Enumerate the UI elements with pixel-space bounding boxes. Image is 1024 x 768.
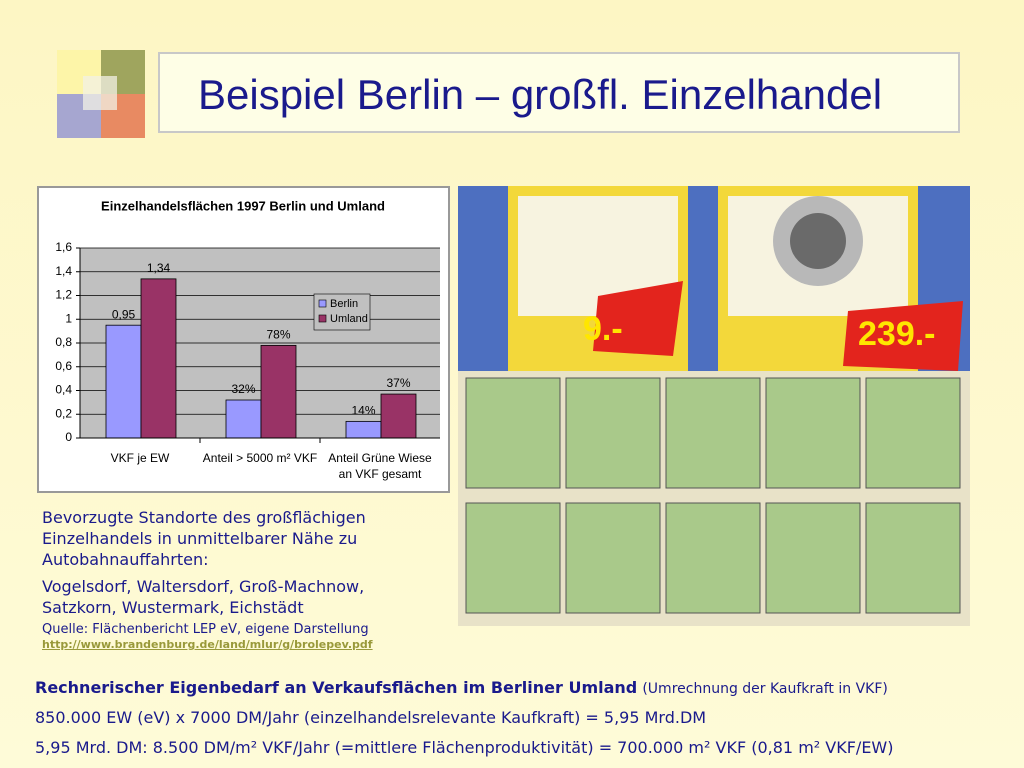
chart-title: Einzelhandelsflächen 1997 Berlin und Uml… xyxy=(101,198,385,213)
calc-line: 5,95 Mrd. DM: 8.500 DM/m² VKF/Jahr (=mit… xyxy=(35,738,894,757)
data-label: 0,95 xyxy=(112,307,136,321)
y-tick-label: 0,4 xyxy=(55,383,72,397)
map-tile xyxy=(665,377,761,489)
legend-label: Umland xyxy=(330,313,368,325)
bottom-heading: Rechnerischer Eigenbedarf an Verkaufsflä… xyxy=(35,678,888,697)
bar xyxy=(380,393,417,439)
data-label: 78% xyxy=(266,328,290,342)
legend-label: Berlin xyxy=(330,298,358,310)
link[interactable]: http://www.brandenburg.de/land/mlur/g/br… xyxy=(42,638,373,651)
bar xyxy=(225,399,262,439)
source: Quelle: Flächenbericht LEP eV, eigene Da… xyxy=(42,622,369,637)
price-tag: 9.- xyxy=(583,310,623,348)
y-tick-label: 0,6 xyxy=(55,359,72,373)
legend-swatch xyxy=(318,299,327,308)
map-tile xyxy=(465,377,561,489)
y-tick-label: 1,2 xyxy=(55,288,72,302)
bar xyxy=(345,420,382,439)
chart: Einzelhandelsflächen 1997 Berlin und Uml… xyxy=(55,198,440,444)
calc-line: 850.000 EW (eV) x 7000 DM/Jahr (einzelha… xyxy=(35,708,707,727)
logo xyxy=(57,50,145,138)
map-tile xyxy=(865,377,961,489)
chart-box: Einzelhandelsflächen 1997 Berlin und Uml… xyxy=(37,186,450,493)
map-tile xyxy=(465,502,561,614)
x-tick-label: Anteil Grüne Wiese an VKF gesamt xyxy=(328,451,432,481)
data-label: 32% xyxy=(231,382,255,396)
y-tick-label: 0,2 xyxy=(55,406,72,420)
y-tick-label: 1 xyxy=(65,311,72,325)
photo: 9.- 239.- xyxy=(458,186,970,626)
map-tile xyxy=(765,377,861,489)
paragraph: Bevorzugte Standorte des großflächigen E… xyxy=(42,508,366,569)
heading: Rechnerischer Eigenbedarf an Verkaufsflä… xyxy=(35,678,638,697)
bar xyxy=(140,278,177,439)
bar xyxy=(105,324,142,439)
data-label: 14% xyxy=(351,404,375,418)
map-tile xyxy=(865,502,961,614)
data-label: 37% xyxy=(386,376,410,390)
price-tag: 239.- xyxy=(858,315,936,353)
map-tile xyxy=(565,502,661,614)
legend-swatch xyxy=(318,314,327,323)
map-tile xyxy=(565,377,661,489)
y-tick-label: 1,4 xyxy=(55,264,72,278)
y-tick-label: 0 xyxy=(65,430,72,444)
map-tile xyxy=(665,502,761,614)
x-tick-label: Anteil > 5000 m² VKF xyxy=(202,451,318,465)
data-label: 1,34 xyxy=(147,261,171,275)
heading-note: (Umrechnung der Kaufkraft in VKF) xyxy=(642,681,888,697)
bar xyxy=(260,344,297,439)
x-tick-label: VKF je EW xyxy=(110,451,170,465)
y-tick-label: 0,8 xyxy=(55,335,72,349)
slide-title: Beispiel Berlin – großfl. Einzelhandel xyxy=(158,52,960,133)
paragraph: Vogelsdorf, Waltersdorf, Groß-Machnow, S… xyxy=(42,577,365,617)
map-tile xyxy=(765,502,861,614)
y-tick-label: 1,6 xyxy=(55,240,72,254)
